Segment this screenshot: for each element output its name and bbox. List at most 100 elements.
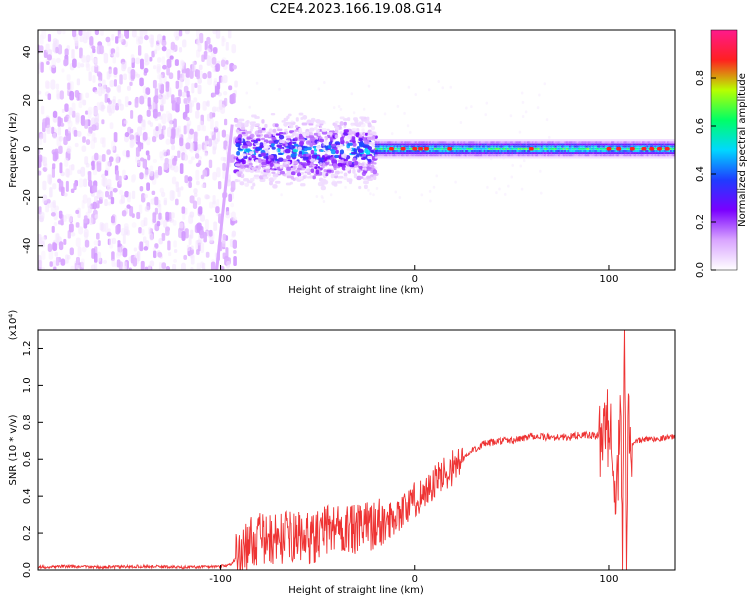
- spectrogram-cell: [175, 102, 180, 113]
- spectrogram-cell: [173, 249, 178, 254]
- spectrogram-cell: [353, 117, 358, 121]
- spectrogram-cell: [498, 187, 501, 191]
- spectrogram-cell: [101, 104, 105, 112]
- spectrogram-cell: [260, 152, 267, 157]
- spectrogram-cell: [223, 157, 227, 162]
- spectrogram-cell: [202, 262, 206, 270]
- spectrogram-cell: [84, 239, 90, 248]
- spectrogram-cell: [331, 181, 338, 186]
- spectrogram-cell: [135, 147, 140, 157]
- spectrogram-cell: [465, 106, 468, 110]
- spectrogram-cell: [154, 207, 158, 215]
- spectrogram-cell: [165, 211, 170, 221]
- spectrogram-cell: [268, 181, 273, 186]
- spectrogram-cell: [339, 171, 344, 174]
- spectrogram-cell: [38, 154, 43, 163]
- spectrogram-cell: [355, 129, 358, 133]
- spectrogram-cell: [79, 35, 84, 43]
- spectrogram-cell: [40, 133, 44, 139]
- spectrogram-cell: [121, 61, 126, 72]
- spectrogram-cell: [672, 152, 675, 155]
- spectrogram-cell: [215, 206, 220, 214]
- spectrogram-cell: [117, 99, 122, 107]
- spectrogram-cell: [288, 141, 292, 146]
- spectrogram-cell: [96, 232, 100, 240]
- spectrogram-cell: [99, 222, 104, 231]
- spectrogram-cell: [85, 110, 89, 115]
- spectrogram-cell: [204, 194, 210, 200]
- spectrogram-cell: [344, 185, 347, 189]
- spectrogram-cell: [172, 220, 177, 226]
- spectrogram-cell: [330, 143, 337, 147]
- spectrogram-cell: [449, 85, 453, 89]
- x-tick-label: -100: [209, 574, 232, 585]
- spectrogram-cell: [80, 119, 86, 127]
- spectrogram-cell: [276, 144, 283, 148]
- spectrogram-cell: [83, 32, 89, 40]
- snr-y-multiplier: (x10⁴): [8, 310, 19, 341]
- spectrogram-cell: [47, 243, 53, 252]
- spectrogram-cell: [206, 55, 211, 66]
- spectrogram-cell: [284, 148, 291, 154]
- spectrogram-cell: [295, 125, 299, 128]
- spectrogram-cell: [396, 104, 400, 108]
- spectrogram-cell: [459, 120, 463, 124]
- spectrogram-cell: [367, 188, 370, 192]
- spectrogram-cell: [149, 122, 154, 127]
- spectrogram-cell: [150, 34, 154, 45]
- spectrogram-cell: [165, 110, 170, 118]
- spectrogram-cell: [155, 130, 159, 138]
- spectrogram-cell: [180, 186, 184, 191]
- spectrogram-cell: [47, 93, 52, 101]
- spectrogram-cell: [52, 133, 57, 139]
- spectrogram-cell: [672, 147, 675, 150]
- spectrogram-cell: [92, 201, 97, 210]
- spectrogram-cell: [184, 77, 190, 87]
- spectrogram-cell: [179, 222, 184, 229]
- spectrogram-cell: [403, 111, 406, 115]
- spectrogram-cell: [197, 197, 201, 206]
- spectrogram-cell: [147, 226, 152, 235]
- spectrogram-cell: [339, 107, 343, 111]
- spectrogram-cell: [193, 131, 198, 142]
- spectrogram-cell: [178, 89, 182, 97]
- spectrogram-cell: [86, 63, 91, 72]
- spectrogram-cell: [135, 155, 140, 164]
- spectrogram-cell: [111, 259, 116, 268]
- spectrogram-cell: [285, 182, 292, 186]
- spectrogram-cell: [41, 250, 46, 260]
- spectrogram-cell: [131, 190, 136, 200]
- spectrogram-cell: [216, 199, 220, 208]
- y-tick-label: 0.4: [22, 488, 33, 504]
- spectrogram-cell: [236, 171, 243, 174]
- spectrogram-cell: [329, 137, 334, 141]
- spectrogram-cell: [233, 249, 237, 254]
- spectrogram-cell: [52, 163, 56, 170]
- spectrogram-cell: [664, 147, 670, 151]
- spectrogram-cell: [115, 153, 119, 164]
- spectrogram-cell: [188, 159, 193, 165]
- spectrogram-cell: [486, 185, 489, 189]
- spectrogram-cell: [208, 159, 213, 169]
- spectrogram-cell: [156, 66, 161, 74]
- spectrogram-cell: [244, 168, 251, 173]
- spectrogram-cell: [163, 75, 167, 84]
- spectrogram-cell: [212, 92, 217, 97]
- spectrogram-cell: [294, 137, 298, 142]
- spectrogram-cell: [358, 148, 362, 151]
- spectrogram-cell: [279, 139, 285, 144]
- spectrogram-cell: [142, 158, 148, 169]
- spectrogram-cell: [365, 149, 371, 155]
- spectrogram-cell: [287, 113, 292, 117]
- spectrogram-cell: [105, 161, 111, 171]
- spectrogram-cell: [67, 213, 73, 223]
- spectrogram-cell: [225, 247, 229, 259]
- spectrogram-cell: [185, 103, 190, 114]
- spectrogram-cell: [119, 74, 123, 85]
- spectrogram-cell: [320, 195, 324, 199]
- spectrogram-cell: [173, 118, 177, 128]
- spectrogram-cell: [343, 158, 348, 162]
- spectrogram-cell: [204, 218, 209, 230]
- spectrogram-cell: [352, 142, 357, 147]
- spectrogram-cell: [357, 159, 361, 163]
